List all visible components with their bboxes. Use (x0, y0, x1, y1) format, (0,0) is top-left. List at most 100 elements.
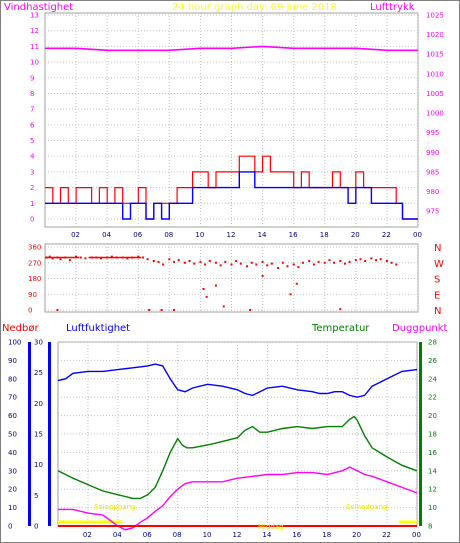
direction-point (308, 260, 311, 262)
direction-point (261, 274, 264, 277)
direction-point (160, 309, 163, 311)
temp-x-tick-label: 04 (113, 531, 122, 539)
direction-point (51, 257, 54, 260)
rain-y-tick-label: 90 (8, 357, 17, 365)
direction-point (359, 258, 362, 261)
pressure-y-tick-label: 990 (426, 149, 439, 157)
direction-point (199, 260, 202, 263)
wind-x-tick-label: 18 (320, 231, 329, 239)
temp-x-tick-label: 08 (173, 531, 182, 539)
direction-y-tick-label: 270 (28, 259, 41, 267)
wind-y-tick-label: 11 (30, 43, 39, 51)
direction-point (131, 256, 134, 259)
direction-point (95, 256, 98, 259)
wind-y-tick-label: 5 (30, 137, 34, 145)
wind-x-tick-label: 20 (351, 231, 360, 239)
direction-point (205, 295, 208, 298)
temp-y-tick-label: 18 (428, 431, 437, 439)
temp-x-tick-label: 12 (233, 531, 242, 539)
direction-point (249, 309, 252, 311)
wind-speed-title: Vindhastighet (4, 2, 73, 13)
temp-y-tick-label: 24 (428, 375, 437, 383)
direction-point (45, 256, 48, 259)
direction-point (208, 260, 211, 262)
direction-point (48, 255, 51, 258)
temp-x-tick-label: 18 (322, 531, 331, 539)
wind-y-tick-label: 2 (30, 184, 34, 192)
direction-point (239, 262, 242, 265)
direction-point (312, 263, 315, 266)
direction-point (168, 258, 171, 261)
direction-point (235, 260, 238, 262)
compass-label: W (434, 259, 444, 270)
temp-y-tick-label: 12 (428, 486, 437, 494)
compass-label: N (434, 243, 441, 254)
direction-point (188, 260, 191, 262)
direction-point (370, 257, 373, 260)
rain-y-tick-label: 80 (8, 375, 17, 383)
direction-point (214, 261, 217, 264)
wind-x-tick-label: 02 (71, 231, 80, 239)
pressure-y-tick-label: 975 (426, 208, 439, 216)
humidity-y-tick-label: 20 (34, 400, 43, 408)
direction-point (266, 264, 269, 267)
temperature-axis-bar (419, 342, 422, 526)
direction-point (183, 261, 186, 264)
humidity-y-tick-label: 15 (34, 431, 43, 439)
compass-label: S (434, 275, 440, 286)
rain-y-tick-label: 50 (8, 431, 17, 439)
rain-axis-bar (28, 342, 31, 526)
humidity-y-tick-label: 5 (34, 492, 38, 500)
direction-point (339, 308, 342, 311)
wind-y-tick-label: 13 (30, 12, 39, 20)
direction-point (56, 256, 59, 259)
direction-point (295, 282, 298, 285)
humidity-axis-bar (48, 342, 51, 526)
sunset-label: Solnedgang (346, 503, 387, 511)
direction-point (146, 258, 149, 261)
direction-point (84, 257, 87, 260)
temp-x-tick-label: 06 (143, 531, 152, 539)
direction-point (177, 259, 180, 262)
rain-y-tick-label: 100 (8, 339, 21, 347)
pressure-line (45, 45, 418, 52)
temp-y-tick-label: 26 (428, 357, 437, 365)
direction-point (110, 255, 113, 258)
dewpoint-line (58, 466, 418, 531)
direction-point (224, 260, 227, 263)
direction-point (214, 284, 217, 287)
wind-y-tick-label: 1 (30, 200, 34, 208)
humidity-y-tick-label: 30 (34, 339, 43, 347)
temp-x-tick-label: 10 (203, 531, 212, 539)
direction-point (385, 260, 388, 262)
pressure-y-tick-label: 1015 (426, 51, 444, 59)
direction-point (148, 309, 151, 311)
rain-y-tick-label: 20 (8, 486, 17, 494)
direction-point (56, 309, 59, 311)
wind-y-tick-label: 0 (30, 216, 34, 224)
temp-x-tick-label: 14 (262, 531, 271, 539)
wind-x-tick-label: 16 (289, 231, 298, 239)
temp-y-tick-label: 20 (428, 412, 437, 420)
wind-y-tick-label: 8 (30, 90, 34, 98)
humidity-title: Luftfuktighet (66, 323, 130, 334)
wind-y-tick-label: 6 (30, 121, 35, 129)
direction-point (157, 260, 160, 263)
temperature-humidity-plot: 02 04 06 08 10 12 14 16 18 20 22 000102030405060708… (8, 339, 437, 540)
direction-point (281, 261, 284, 264)
direction-point (250, 261, 253, 264)
direction-point (141, 256, 144, 259)
temp-y-tick-label: 28 (428, 339, 437, 347)
wind-x-tick-label: 22 (382, 231, 391, 239)
wind-average-line (45, 171, 418, 220)
wind-y-tick-label: 3 (30, 168, 34, 176)
temp-y-tick-label: 14 (428, 467, 437, 475)
wind-x-tick-label: 04 (102, 231, 111, 239)
wind-x-tick-label: 00 (413, 231, 422, 239)
direction-point (395, 263, 398, 266)
direction-point (270, 262, 273, 265)
direction-point (137, 255, 140, 258)
temp-y-tick-label: 10 (428, 504, 437, 512)
